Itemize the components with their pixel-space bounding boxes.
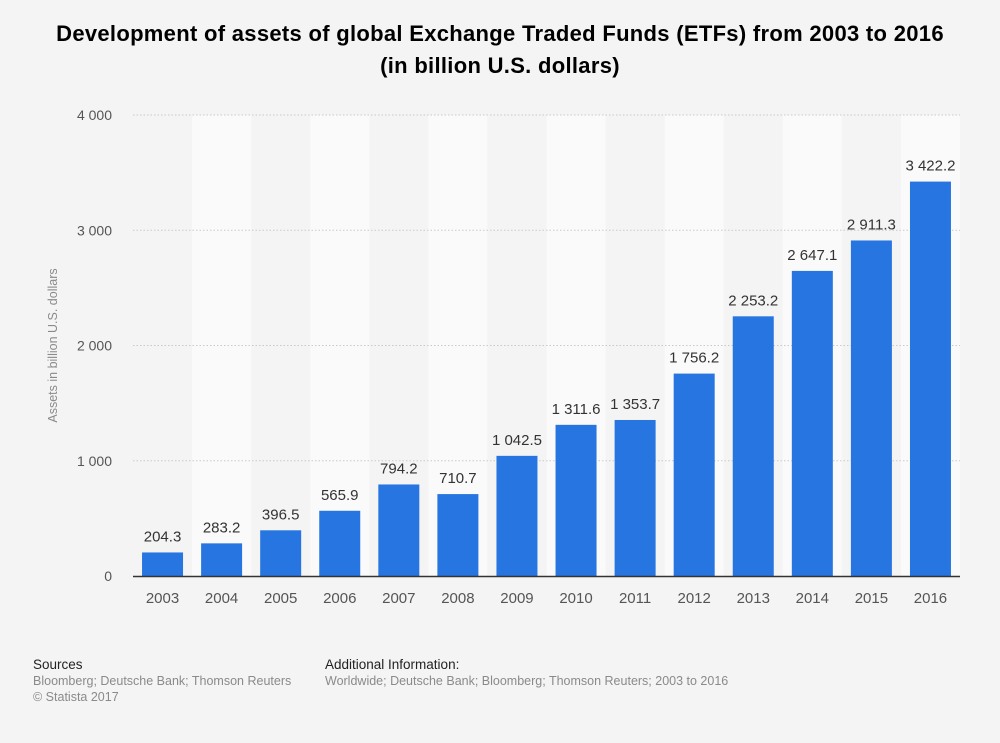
x-tick-label: 2003 bbox=[146, 590, 179, 607]
x-tick-label: 2010 bbox=[559, 590, 592, 607]
bar bbox=[673, 373, 715, 576]
bar bbox=[732, 316, 774, 576]
data-label: 2 647.1 bbox=[787, 247, 837, 264]
bar bbox=[555, 424, 597, 576]
data-label: 396.5 bbox=[262, 506, 300, 523]
x-tick-label: 2016 bbox=[914, 590, 947, 607]
x-tick-label: 2014 bbox=[796, 590, 829, 607]
data-label: 283.2 bbox=[203, 519, 241, 536]
x-tick-label: 2013 bbox=[737, 590, 770, 607]
data-label: 1 353.7 bbox=[610, 396, 660, 413]
x-tick-label: 2015 bbox=[855, 590, 888, 607]
bar bbox=[909, 181, 951, 577]
x-tick-label: 2012 bbox=[677, 590, 710, 607]
data-label: 2 253.2 bbox=[728, 292, 778, 309]
bar bbox=[201, 543, 243, 576]
copyright-text: © Statista 2017 bbox=[33, 690, 119, 704]
x-tick-label: 2011 bbox=[619, 590, 651, 607]
bar bbox=[260, 530, 302, 576]
x-tick-label: 2006 bbox=[323, 590, 356, 607]
data-label: 2 911.3 bbox=[847, 216, 896, 233]
bar bbox=[378, 484, 420, 576]
additional-info-text: Worldwide; Deutsche Bank; Bloomberg; Tho… bbox=[325, 674, 729, 688]
data-label: 3 422.2 bbox=[905, 158, 955, 175]
y-tick-label: 2 000 bbox=[77, 338, 112, 354]
chart-title: Development of assets of global Exchange… bbox=[56, 21, 944, 78]
y-tick-label: 3 000 bbox=[77, 222, 112, 238]
additional-info-heading: Additional Information: bbox=[325, 657, 460, 672]
bar bbox=[496, 455, 538, 576]
x-tick-label: 2004 bbox=[205, 590, 238, 607]
data-label: 1 042.5 bbox=[492, 432, 542, 449]
sources-heading: Sources bbox=[33, 657, 83, 672]
bar bbox=[142, 552, 184, 576]
bar bbox=[791, 270, 833, 576]
y-tick-label: 4 000 bbox=[77, 107, 112, 123]
x-tick-label: 2007 bbox=[382, 590, 415, 607]
additional-info-block: Additional Information: Worldwide; Deuts… bbox=[325, 657, 728, 689]
data-label: 565.9 bbox=[321, 487, 359, 504]
y-tick-label: 0 bbox=[104, 568, 112, 584]
data-label: 1 311.6 bbox=[552, 401, 601, 418]
x-tick-label: 2008 bbox=[441, 590, 474, 607]
x-tick-label: 2005 bbox=[264, 590, 297, 607]
sources-block: Sources Bloomberg; Deutsche Bank; Thomso… bbox=[33, 657, 291, 705]
bar bbox=[319, 510, 361, 576]
data-label: 794.2 bbox=[380, 460, 418, 477]
y-axis-title: Assets in billion U.S. dollars bbox=[46, 268, 60, 422]
data-label: 710.7 bbox=[439, 470, 477, 487]
data-label: 1 756.2 bbox=[669, 350, 719, 367]
data-label: 204.3 bbox=[144, 528, 182, 545]
bar bbox=[850, 240, 892, 577]
sources-text[interactable]: Bloomberg; Deutsche Bank; Thomson Reuter… bbox=[33, 674, 292, 688]
bar bbox=[614, 419, 656, 576]
bar-chart: 0 1 000 2 000 3 000 4 000 Assets in billion U… bbox=[46, 107, 960, 607]
bar bbox=[437, 494, 479, 576]
y-tick-label: 1 000 bbox=[77, 453, 112, 469]
x-tick-label: 2009 bbox=[500, 590, 533, 607]
